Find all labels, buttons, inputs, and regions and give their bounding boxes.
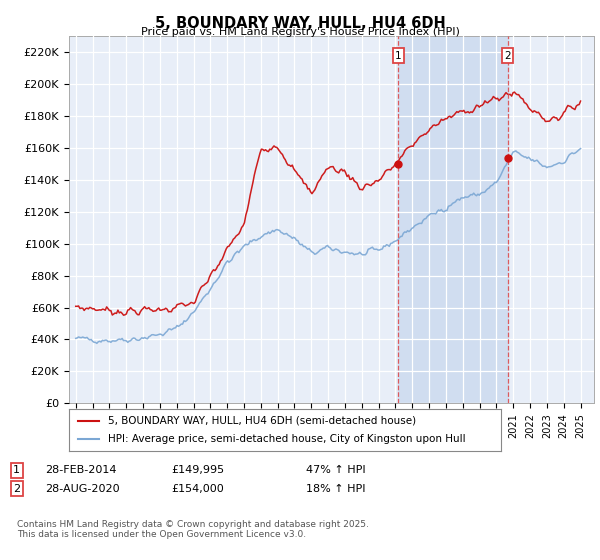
- Text: 1: 1: [395, 50, 401, 60]
- Text: Price paid vs. HM Land Registry's House Price Index (HPI): Price paid vs. HM Land Registry's House …: [140, 27, 460, 37]
- Text: 47% ↑ HPI: 47% ↑ HPI: [306, 465, 365, 475]
- Text: 5, BOUNDARY WAY, HULL, HU4 6DH (semi-detached house): 5, BOUNDARY WAY, HULL, HU4 6DH (semi-det…: [108, 416, 416, 426]
- Text: 1: 1: [13, 465, 20, 475]
- Text: 2: 2: [13, 484, 20, 494]
- Text: Contains HM Land Registry data © Crown copyright and database right 2025.
This d: Contains HM Land Registry data © Crown c…: [17, 520, 368, 539]
- Text: 28-FEB-2014: 28-FEB-2014: [45, 465, 116, 475]
- Text: £154,000: £154,000: [171, 484, 224, 494]
- Text: 2: 2: [505, 50, 511, 60]
- Text: 18% ↑ HPI: 18% ↑ HPI: [306, 484, 365, 494]
- Bar: [398, 36, 508, 403]
- Text: £149,995: £149,995: [171, 465, 224, 475]
- Text: 5, BOUNDARY WAY, HULL, HU4 6DH: 5, BOUNDARY WAY, HULL, HU4 6DH: [155, 16, 445, 31]
- Text: 28-AUG-2020: 28-AUG-2020: [45, 484, 119, 494]
- Text: HPI: Average price, semi-detached house, City of Kingston upon Hull: HPI: Average price, semi-detached house,…: [108, 434, 466, 444]
